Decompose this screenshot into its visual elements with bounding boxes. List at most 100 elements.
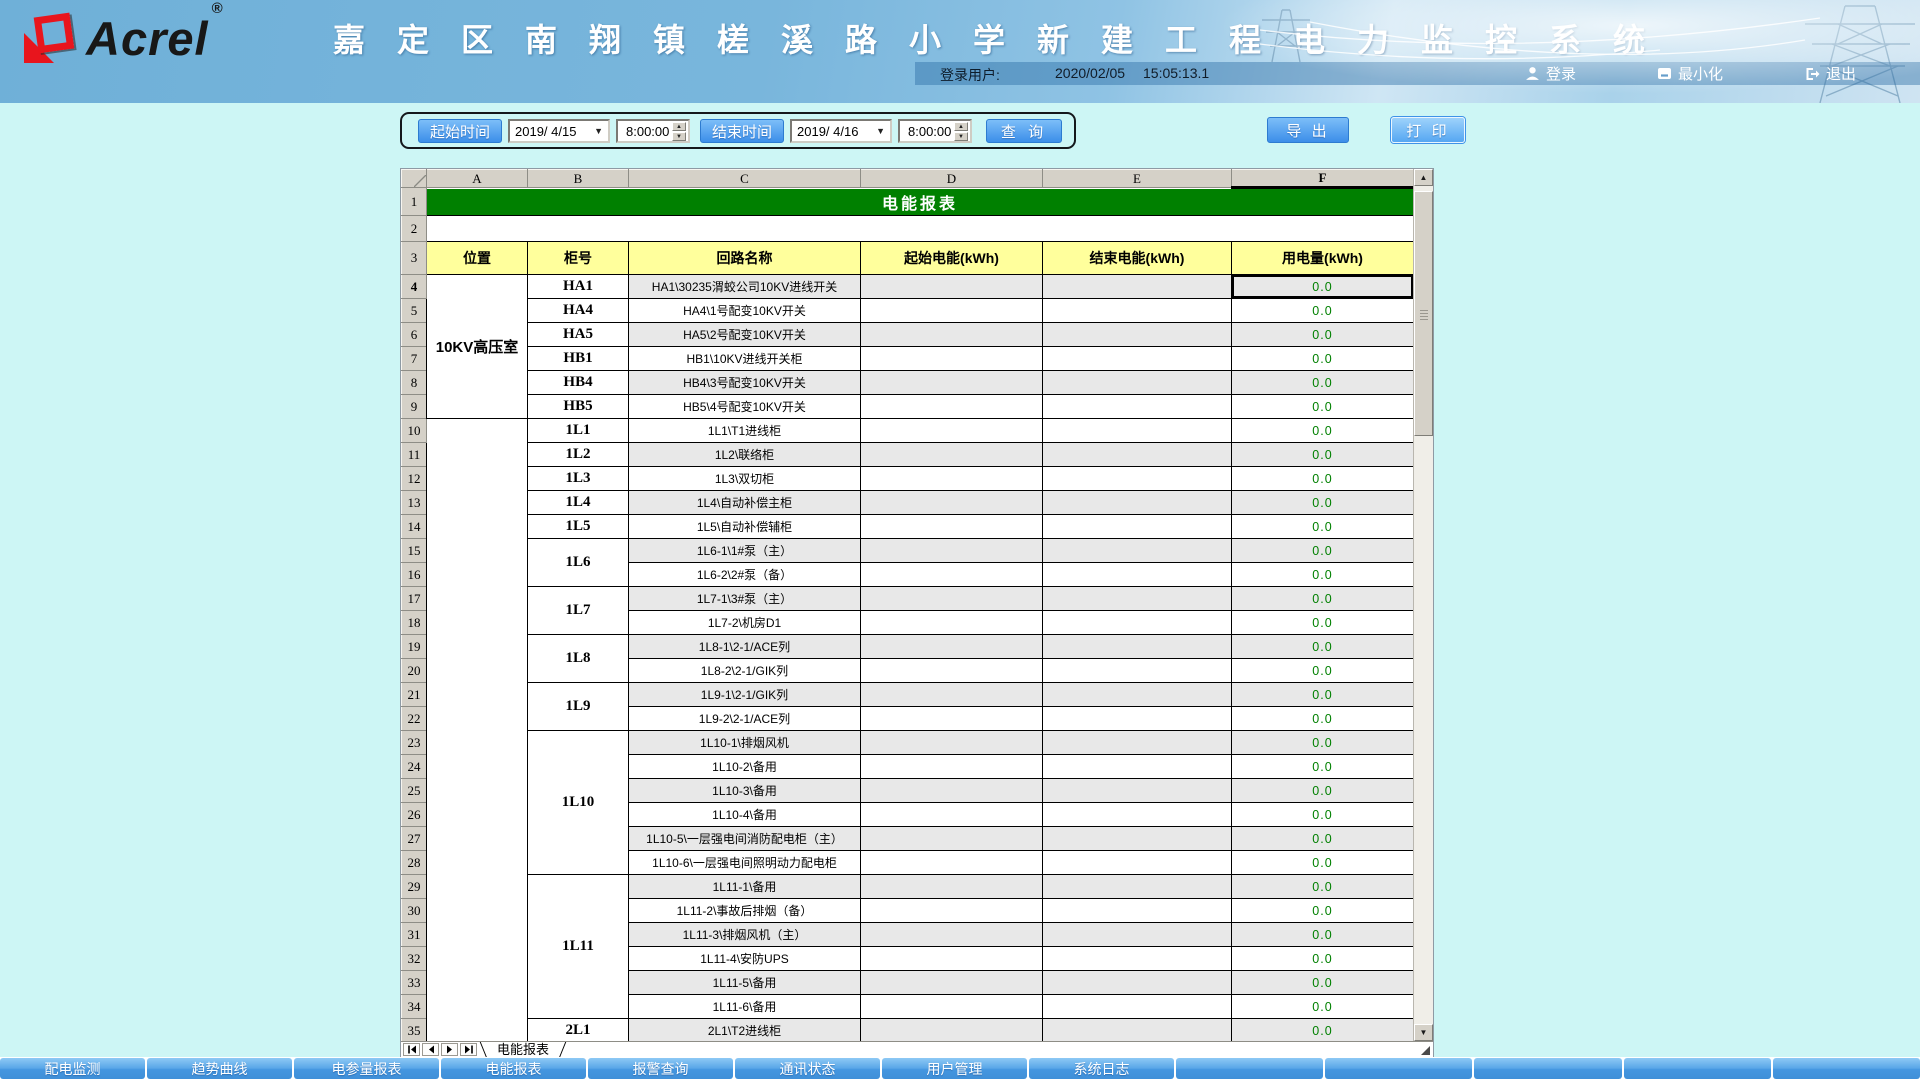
column-header-D[interactable]: D [860,169,1043,188]
cell-start-energy[interactable] [860,826,1043,851]
cell-end-energy[interactable] [1042,586,1232,611]
cell-energy-used[interactable]: 0.0 [1231,970,1414,995]
row-header-12[interactable]: 12 [401,466,427,491]
row-header-24[interactable]: 24 [401,754,427,779]
bottom-nav-系统日志[interactable]: 系统日志 [1029,1058,1174,1079]
cell-cabinet[interactable]: HA1 [527,274,629,299]
cell-energy-used[interactable]: 0.0 [1231,322,1414,347]
cell-circuit-name[interactable]: 1L10-6\一层强电间照明动力配电柜 [628,850,861,875]
cell-end-energy[interactable] [1042,490,1232,515]
cell-end-energy[interactable] [1042,658,1232,683]
cell-start-energy[interactable] [860,274,1043,299]
spin-up-icon[interactable]: ▲ [954,121,968,131]
cell-circuit-name[interactable]: HA5\2号配变10KV开关 [628,322,861,347]
cell-cabinet[interactable]: 1L10 [527,730,629,875]
row-header-23[interactable]: 23 [401,730,427,755]
row-header-22[interactable]: 22 [401,706,427,731]
cell-cabinet[interactable]: 1L1 [527,418,629,443]
cell-end-energy[interactable] [1042,682,1232,707]
next-sheet-icon[interactable] [441,1043,458,1056]
row-header-28[interactable]: 28 [401,850,427,875]
cell-cabinet[interactable]: 1L7 [527,586,629,635]
cell-circuit-name[interactable]: HB1\10KV进线开关柜 [628,346,861,371]
cell-cabinet[interactable]: 1L4 [527,490,629,515]
row-header-4[interactable]: 4 [401,274,427,299]
cell-circuit-name[interactable]: 1L10-5\一层强电间消防配电柜（主） [628,826,861,851]
row-header-29[interactable]: 29 [401,874,427,899]
column-title-5[interactable]: 用电量(kWh) [1231,241,1414,275]
cell-start-energy[interactable] [860,346,1043,371]
cell-circuit-name[interactable]: 1L6-2\2#泵（备） [628,562,861,587]
cell-circuit-name[interactable]: 1L10-4\备用 [628,802,861,827]
cell-energy-used[interactable]: 0.0 [1231,562,1414,587]
cell-energy-used[interactable]: 0.0 [1231,946,1414,971]
cell-circuit-name[interactable]: HB5\4号配变10KV开关 [628,394,861,419]
cell-start-energy[interactable] [860,466,1043,491]
cell-start-energy[interactable] [860,514,1043,539]
cell-start-energy[interactable] [860,778,1043,803]
bottom-nav-趋势曲线[interactable]: 趋势曲线 [147,1058,292,1079]
sheet-tab-energy-report[interactable]: 电能报表 [491,1042,555,1058]
cell-cabinet[interactable]: HB1 [527,346,629,371]
cell-start-energy[interactable] [860,418,1043,443]
cell-cabinet[interactable]: HA5 [527,322,629,347]
cell-energy-used[interactable]: 0.0 [1231,514,1414,539]
print-button[interactable]: 打 印 [1391,117,1465,143]
cell-energy-used[interactable]: 0.0 [1231,466,1414,491]
row-header-16[interactable]: 16 [401,562,427,587]
cell-end-energy[interactable] [1042,466,1232,491]
row-header-9[interactable]: 9 [401,394,427,419]
cell-location[interactable]: 10KV高压室 [426,274,528,419]
cell-energy-used[interactable]: 0.0 [1231,586,1414,611]
end-time-spinner[interactable]: 8:00:00 ▲ ▼ [898,119,972,143]
cell-cabinet[interactable]: 1L3 [527,466,629,491]
column-title-3[interactable]: 起始电能(kWh) [860,241,1043,275]
cell-circuit-name[interactable]: 1L9-2\2-1/ACE列 [628,706,861,731]
start-date-select[interactable]: 2019/ 4/15 ▼ [508,119,610,143]
cell-end-energy[interactable] [1042,874,1232,899]
cell-circuit-name[interactable]: 1L3\双切柜 [628,466,861,491]
cell-end-energy[interactable] [1042,298,1232,323]
cell-energy-used[interactable]: 0.0 [1231,898,1414,923]
cell-energy-used[interactable]: 0.0 [1231,370,1414,395]
cell-start-energy[interactable] [860,994,1043,1019]
cell-energy-used[interactable]: 0.0 [1231,490,1414,515]
column-header-E[interactable]: E [1042,169,1232,188]
cell-start-energy[interactable] [860,490,1043,515]
cell-energy-used[interactable]: 0.0 [1231,298,1414,323]
cell-energy-used[interactable]: 0.0 [1231,730,1414,755]
cell-circuit-name[interactable]: 1L11-6\备用 [628,994,861,1019]
row-header-30[interactable]: 30 [401,898,427,923]
scroll-up-icon[interactable]: ▲ [1414,169,1433,186]
cell-start-energy[interactable] [860,442,1043,467]
cell-circuit-name[interactable]: 1L2\联络柜 [628,442,861,467]
cell-circuit-name[interactable]: 1L1\T1进线柜 [628,418,861,443]
row-header-14[interactable]: 14 [401,514,427,539]
cell-energy-used[interactable]: 0.0 [1231,850,1414,875]
cell-energy-used[interactable]: 0.0 [1231,1018,1414,1043]
column-header-F[interactable]: F [1231,169,1414,189]
row-header-3[interactable]: 3 [401,241,427,275]
cell-start-energy[interactable] [860,874,1043,899]
bottom-nav-电能报表[interactable]: 电能报表 [441,1058,586,1079]
cell-start-energy[interactable] [860,898,1043,923]
cell-end-energy[interactable] [1042,1018,1232,1043]
bottom-nav-报警查询[interactable]: 报警查询 [588,1058,733,1079]
bottom-nav-用户管理[interactable]: 用户管理 [882,1058,1027,1079]
cell-start-energy[interactable] [860,610,1043,635]
spin-up-icon[interactable]: ▲ [672,121,686,131]
row-header-25[interactable]: 25 [401,778,427,803]
cell-start-energy[interactable] [860,730,1043,755]
cell-cabinet[interactable]: 1L5 [527,514,629,539]
cell-end-energy[interactable] [1042,442,1232,467]
cell-circuit-name[interactable]: HA4\1号配变10KV开关 [628,298,861,323]
cell-energy-used[interactable]: 0.0 [1231,826,1414,851]
cell-end-energy[interactable] [1042,418,1232,443]
cell-circuit-name[interactable]: 1L11-2\事故后排烟（备） [628,898,861,923]
minimize-button[interactable]: 最小化 [1657,63,1723,84]
cell-start-energy[interactable] [860,658,1043,683]
cell-circuit-name[interactable]: 1L10-3\备用 [628,778,861,803]
cell-start-energy[interactable] [860,754,1043,779]
row-header-35[interactable]: 35 [401,1018,427,1043]
query-button[interactable]: 查 询 [986,119,1062,143]
